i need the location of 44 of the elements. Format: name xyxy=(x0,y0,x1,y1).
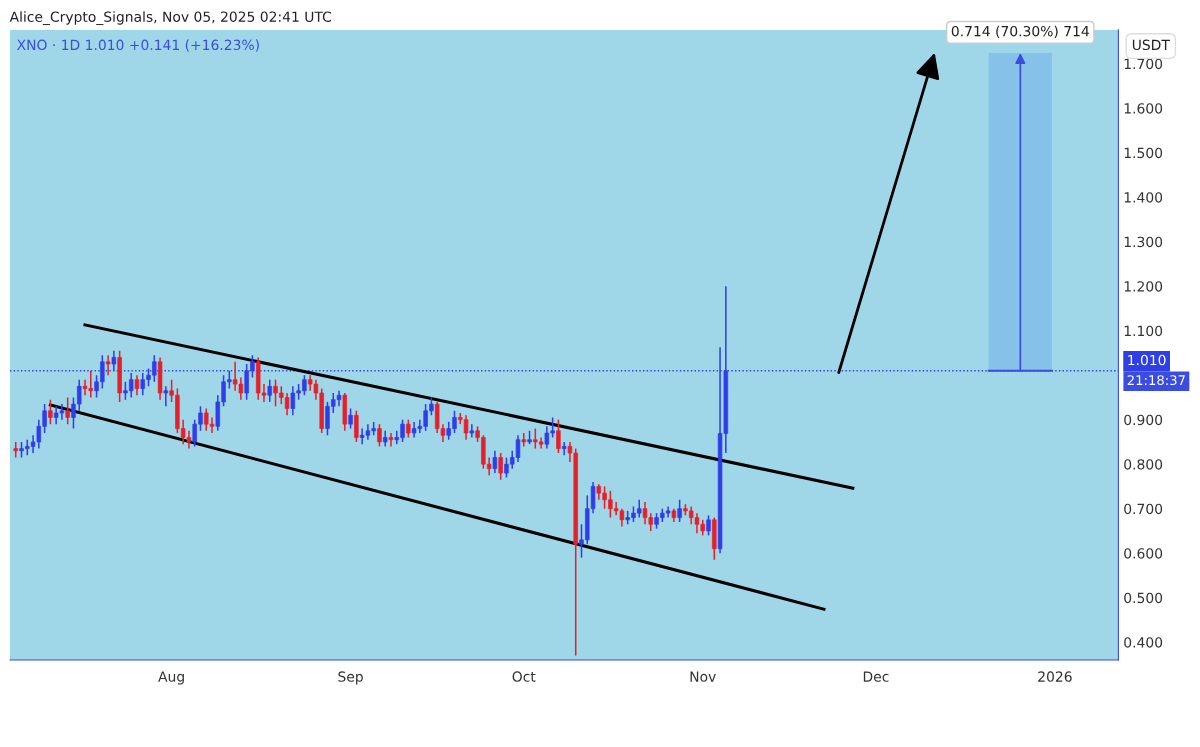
x-tick-label: Sep xyxy=(338,671,363,685)
x-tick-label: Dec xyxy=(863,671,889,682)
text: XNO · 1D 1.010 +0.141 (+16.23%) xyxy=(17,39,259,52)
candlestick xyxy=(163,385,169,408)
text: 21:18:37 xyxy=(1127,375,1185,386)
y-tick-label: 0.400 xyxy=(1124,637,1163,648)
candlestick xyxy=(561,441,567,457)
y-tick-label: 1.600 xyxy=(1124,103,1163,114)
chart-title: Alice_Crypto_Signals, Nov 05, 2025 02:41 UTC xyxy=(9,11,332,26)
candlestick xyxy=(469,423,475,439)
candlestick xyxy=(111,349,117,372)
candlestick xyxy=(388,432,394,448)
y-tick-label: 1.700 xyxy=(1124,58,1163,70)
x-tick-label: Oct xyxy=(512,671,536,682)
y-tick-label: 1.400 xyxy=(1124,192,1163,203)
y-tick-label: 0.900 xyxy=(1124,414,1163,426)
candlestick xyxy=(65,396,70,425)
x-tick-label: Nov xyxy=(690,671,716,682)
candlestick xyxy=(521,432,526,448)
y-tick-label: 0.600 xyxy=(1124,548,1163,559)
candlestick xyxy=(348,407,353,430)
y-tick-label: 1.300 xyxy=(1124,236,1163,248)
ref-line-label: 1.010 xyxy=(1128,354,1166,366)
candlestick xyxy=(134,374,140,396)
y-tick-label: 1.500 xyxy=(1124,147,1163,159)
y-tick-label: 1.100 xyxy=(1124,325,1163,337)
y-tick-label: 0.500 xyxy=(1124,592,1163,604)
candlestick xyxy=(105,354,111,376)
candlestick xyxy=(498,452,503,481)
x-tick-label: 2026 xyxy=(1038,671,1072,682)
candlestick xyxy=(377,423,382,448)
candlestick xyxy=(267,378,272,403)
y-tick-label: 1.200 xyxy=(1124,281,1163,292)
candlestick xyxy=(677,499,682,523)
y-axis-title: USDT xyxy=(1132,39,1170,51)
candlestick xyxy=(492,450,498,474)
y-tick-label: 0.700 xyxy=(1124,503,1163,515)
y-tick-label: 0.800 xyxy=(1124,459,1163,470)
band-label: 0.714 (70.30%) 714 xyxy=(951,25,1089,39)
x-tick-label: Aug xyxy=(158,671,184,685)
candlestick xyxy=(706,514,711,537)
candlestick xyxy=(48,398,53,425)
candlestick xyxy=(556,418,561,454)
candlestick xyxy=(354,410,359,443)
